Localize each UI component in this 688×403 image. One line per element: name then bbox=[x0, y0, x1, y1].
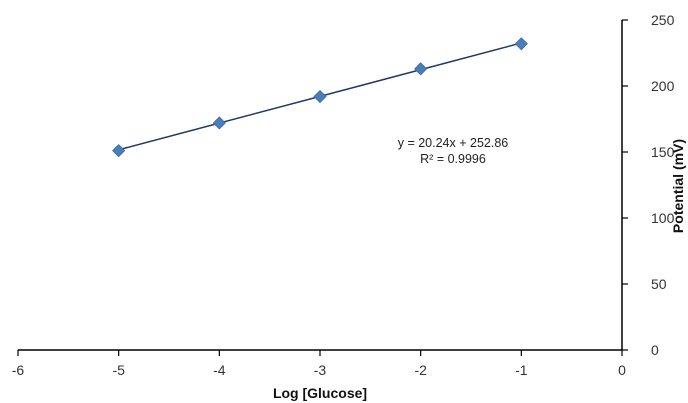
data-point bbox=[112, 144, 126, 158]
x-tick-label: -5 bbox=[112, 362, 125, 378]
data-point bbox=[313, 89, 327, 104]
x-tick-label: -4 bbox=[213, 362, 226, 378]
x-tick-label: 0 bbox=[618, 362, 626, 378]
x-tick-label: -6 bbox=[12, 362, 25, 378]
y-tick-label: 50 bbox=[651, 276, 667, 292]
data-point bbox=[414, 62, 428, 76]
y-tick-label: 150 bbox=[651, 144, 675, 160]
x-tick-label: -1 bbox=[515, 362, 528, 378]
y-tick-label: 0 bbox=[651, 342, 659, 358]
x-tick-label: -3 bbox=[314, 362, 327, 378]
y-tick-label: 100 bbox=[651, 210, 675, 226]
x-tick-label: -2 bbox=[414, 362, 427, 378]
x-axis-title: Log [Glucose] bbox=[273, 385, 367, 401]
y-axis-title: Potential (mV) bbox=[670, 139, 686, 233]
data-point bbox=[514, 37, 528, 51]
r-squared-label: R² = 0.9996 bbox=[420, 152, 486, 166]
data-point bbox=[212, 116, 226, 130]
y-tick-label: 200 bbox=[651, 78, 675, 94]
equation-label: y = 20.24x + 252.86 bbox=[398, 136, 509, 150]
y-tick-label: 250 bbox=[651, 12, 675, 28]
